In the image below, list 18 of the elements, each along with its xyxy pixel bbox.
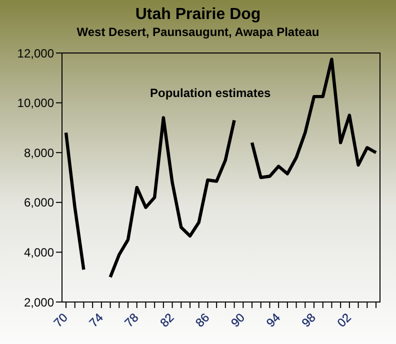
y-tick-label: 12,000 bbox=[17, 46, 54, 60]
x-tick-label: 94 bbox=[264, 310, 284, 330]
y-tick-label: 4,000 bbox=[24, 245, 54, 260]
y-tick-label: 10,000 bbox=[17, 96, 54, 110]
annotation: Population estimates bbox=[150, 86, 271, 100]
x-tick-label: 98 bbox=[299, 310, 319, 330]
y-tick-label: 6,000 bbox=[24, 196, 54, 210]
x-tick-label: 82 bbox=[157, 310, 177, 330]
y-tick-label: 2,000 bbox=[24, 295, 54, 310]
x-tick-label: 70 bbox=[51, 310, 71, 330]
chart-subtitle: West Desert, Paunsaugunt, Awapa Plateau bbox=[76, 25, 320, 39]
x-tick-label: 78 bbox=[122, 310, 142, 330]
x-tick-label: 86 bbox=[192, 310, 212, 330]
y-tick-label: 8,000 bbox=[24, 146, 54, 160]
x-tick-label: 02 bbox=[334, 310, 354, 330]
chart-title: Utah Prairie Dog bbox=[134, 6, 262, 24]
x-tick-label: 90 bbox=[228, 310, 248, 330]
x-tick-label: 74 bbox=[86, 310, 106, 330]
